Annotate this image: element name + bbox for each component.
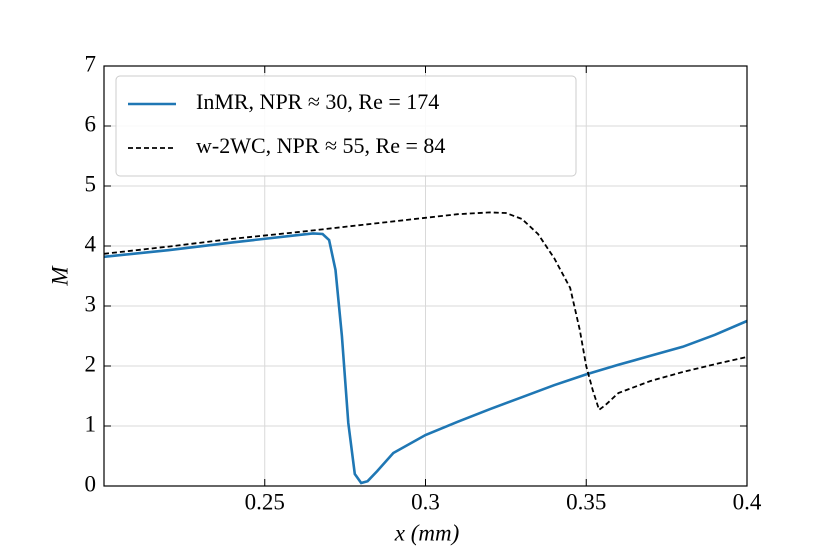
line xyxy=(103,211,748,412)
legend-label: w-2WC, NPR ≈ 55, Re = 84 xyxy=(196,133,445,158)
plot-frame xyxy=(103,65,748,487)
y-tick-label: 3 xyxy=(85,291,97,316)
legend-label: InMR, NPR ≈ 30, Re = 174 xyxy=(196,89,439,114)
legend-box xyxy=(115,75,577,177)
x-tick-label: 0.4 xyxy=(733,489,762,514)
y-tick-label: 4 xyxy=(85,231,97,256)
y-tick-label: 7 xyxy=(85,51,97,76)
x-tick-label: 0.25 xyxy=(245,489,285,514)
line xyxy=(103,232,748,485)
y-tick-label: 1 xyxy=(85,411,97,436)
x-tick-label: 0.3 xyxy=(411,489,440,514)
x-tick-label: 0.35 xyxy=(566,489,606,514)
x-axis-label: x (mm) xyxy=(394,520,460,545)
y-tick-label: 0 xyxy=(85,471,97,496)
y-tick-label: 6 xyxy=(85,111,97,136)
y-axis-label: M xyxy=(47,265,72,287)
y-tick-label: 5 xyxy=(85,171,97,196)
y-tick-label: 2 xyxy=(85,351,97,376)
